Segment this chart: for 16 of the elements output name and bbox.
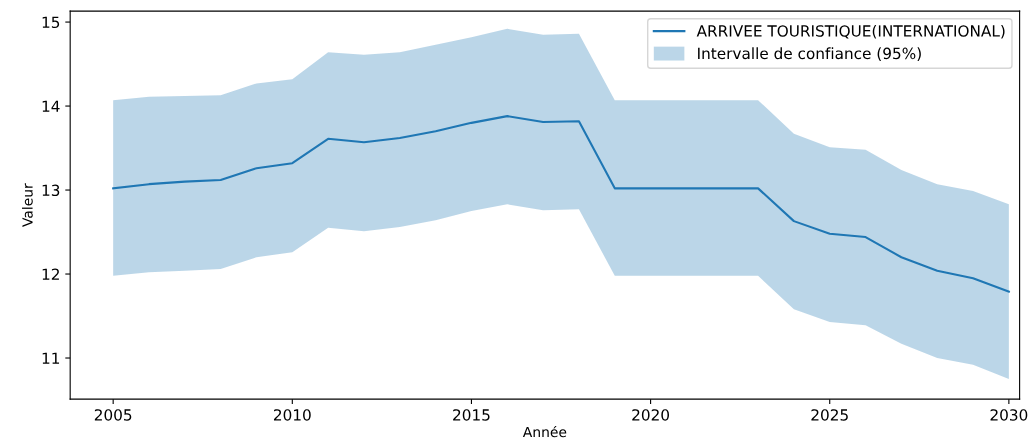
- y-tick-label: 11: [42, 352, 60, 364]
- x-tick-label: 2005: [94, 409, 132, 421]
- x-tick-label: 2020: [632, 409, 670, 421]
- y-tick-label: 13: [42, 184, 60, 197]
- line-series: [112, 115, 1010, 293]
- x-axis-title: Année: [522, 425, 567, 438]
- y-tick-label: 14: [42, 100, 60, 112]
- x-tick-label: 2025: [811, 409, 848, 421]
- y-tick-label: 12: [42, 268, 59, 280]
- y-axis-title: Valeur: [22, 183, 33, 227]
- x-tick-label: 2010: [273, 409, 311, 421]
- legend-label: ARRIVEE TOURISTIQUE(INTERNATIONAL): [696, 24, 1005, 39]
- x-tick-label: 2030: [990, 409, 1028, 421]
- annotation: Intervalle de confiance (95%): [698, 47, 921, 61]
- x-tick-label: 2015: [453, 409, 490, 421]
- y-tick-label: 15: [42, 16, 60, 29]
